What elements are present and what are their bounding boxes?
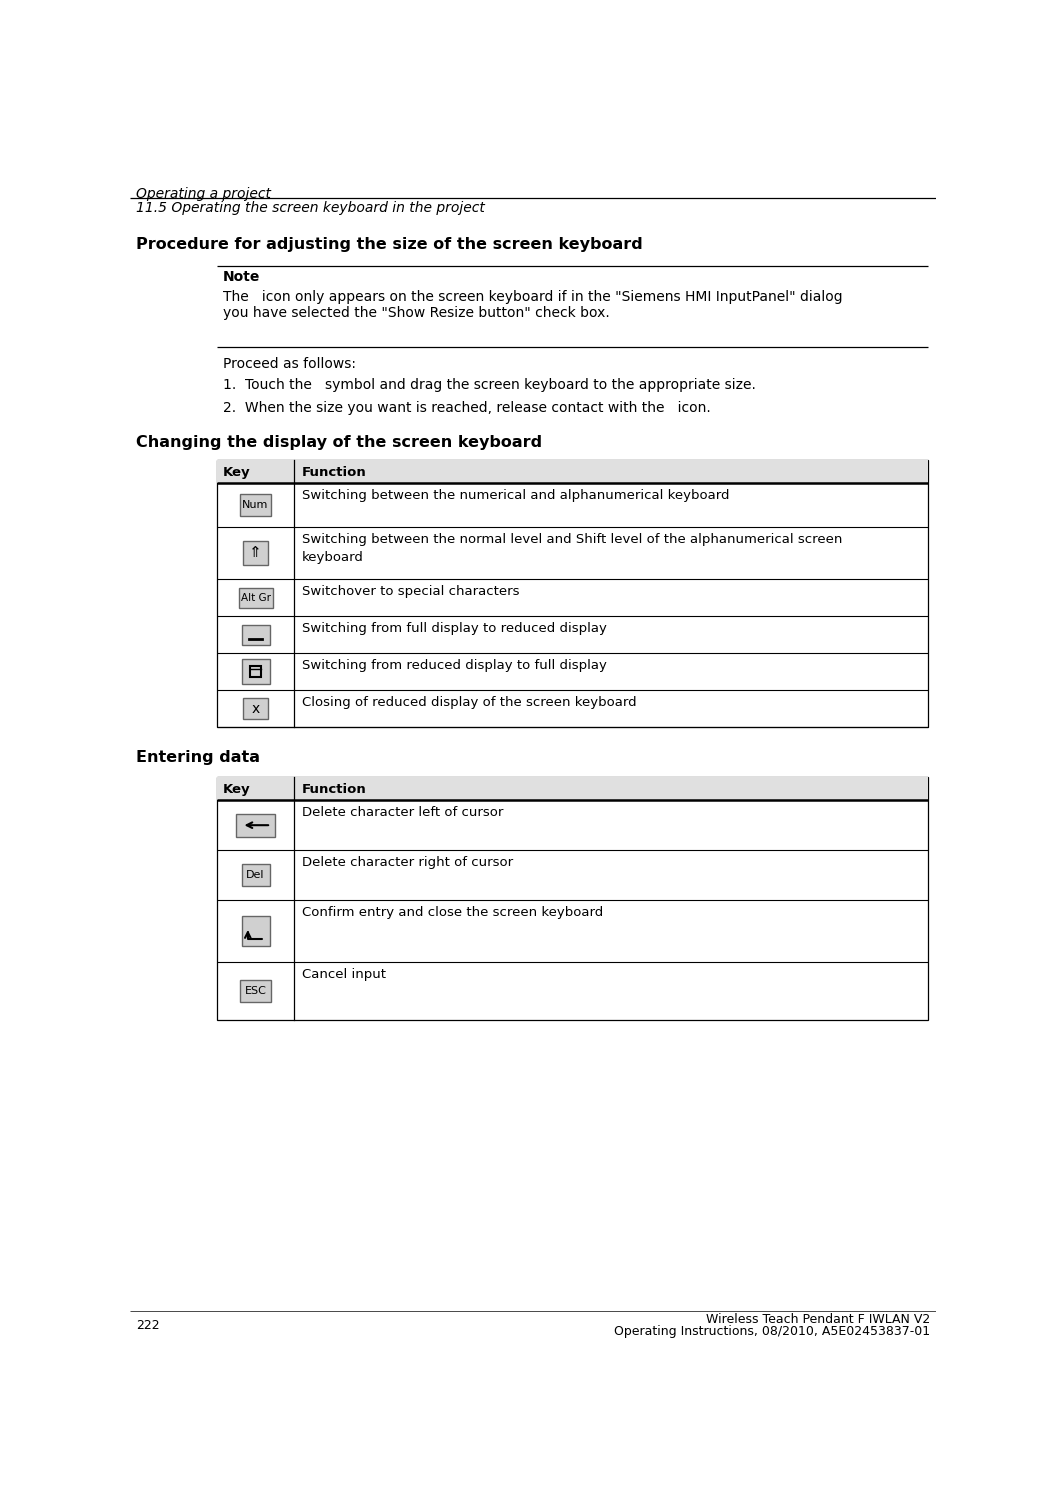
Bar	[238, 587, 272, 608]
Text: you have selected the "Show Resize button" check box.: you have selected the "Show Resize butto…	[223, 306, 609, 320]
Text: Changing the display of the screen keyboard: Changing the display of the screen keybo…	[136, 435, 542, 450]
Text: Key: Key	[223, 466, 251, 478]
Text: Entering data: Entering data	[136, 750, 260, 765]
Text: Num: Num	[242, 499, 268, 510]
Bar	[216, 777, 929, 1020]
Text: Switching from full display to reduced display: Switching from full display to reduced d…	[302, 622, 607, 635]
Text: 222: 222	[136, 1319, 160, 1332]
Text: Switchover to special characters: Switchover to special characters	[302, 585, 520, 599]
Text: Operating a project: Operating a project	[136, 187, 271, 201]
Bar	[241, 659, 269, 684]
Text: Wireless Teach Pendant F IWLAN V2: Wireless Teach Pendant F IWLAN V2	[705, 1313, 930, 1326]
Text: Proceed as follows:: Proceed as follows:	[223, 356, 356, 371]
Bar	[236, 813, 275, 836]
Bar	[241, 625, 269, 644]
Bar	[240, 979, 271, 1002]
Text: Function: Function	[302, 783, 367, 797]
Text: Confirm entry and close the screen keyboard: Confirm entry and close the screen keybo…	[302, 907, 603, 919]
Bar	[243, 540, 268, 566]
Bar	[243, 697, 268, 720]
Text: Note: Note	[223, 270, 260, 284]
Text: x: x	[252, 702, 260, 715]
Text: Procedure for adjusting the size of the screen keyboard: Procedure for adjusting the size of the …	[136, 237, 643, 252]
Text: Key: Key	[223, 783, 251, 797]
Bar	[241, 865, 269, 886]
Text: ESC: ESC	[244, 985, 266, 996]
Bar	[216, 777, 929, 800]
Text: ⇑: ⇑	[250, 545, 262, 560]
Text: 11.5 Operating the screen keyboard in the project: 11.5 Operating the screen keyboard in th…	[136, 201, 485, 216]
Text: Operating Instructions, 08/2010, A5E02453837-01: Operating Instructions, 08/2010, A5E0245…	[614, 1325, 930, 1337]
Text: 1.  Touch the   symbol and drag the screen keyboard to the appropriate size.: 1. Touch the symbol and drag the screen …	[223, 379, 756, 392]
Text: Closing of reduced display of the screen keyboard: Closing of reduced display of the screen…	[302, 696, 636, 709]
Text: Switching from reduced display to full display: Switching from reduced display to full d…	[302, 659, 607, 672]
Text: Delete character left of cursor: Delete character left of cursor	[302, 806, 503, 819]
Text: 2.  When the size you want is reached, release contact with the   icon.: 2. When the size you want is reached, re…	[223, 400, 710, 415]
Text: Del: Del	[246, 871, 265, 880]
Text: Switching between the normal level and Shift level of the alphanumerical screen
: Switching between the normal level and S…	[302, 533, 842, 564]
Text: Alt Gr: Alt Gr	[240, 593, 270, 602]
Text: Delete character right of cursor: Delete character right of cursor	[302, 857, 513, 869]
Bar	[240, 493, 271, 516]
Text: Cancel input: Cancel input	[302, 967, 386, 981]
Text: The   icon only appears on the screen keyboard if in the "Siemens HMI InputPanel: The icon only appears on the screen keyb…	[223, 290, 842, 305]
Text: Switching between the numerical and alphanumerical keyboard: Switching between the numerical and alph…	[302, 489, 729, 502]
Text: Function: Function	[302, 466, 367, 478]
Bar	[216, 460, 929, 727]
Bar	[241, 916, 269, 946]
Bar	[251, 665, 261, 678]
Bar	[216, 460, 929, 483]
